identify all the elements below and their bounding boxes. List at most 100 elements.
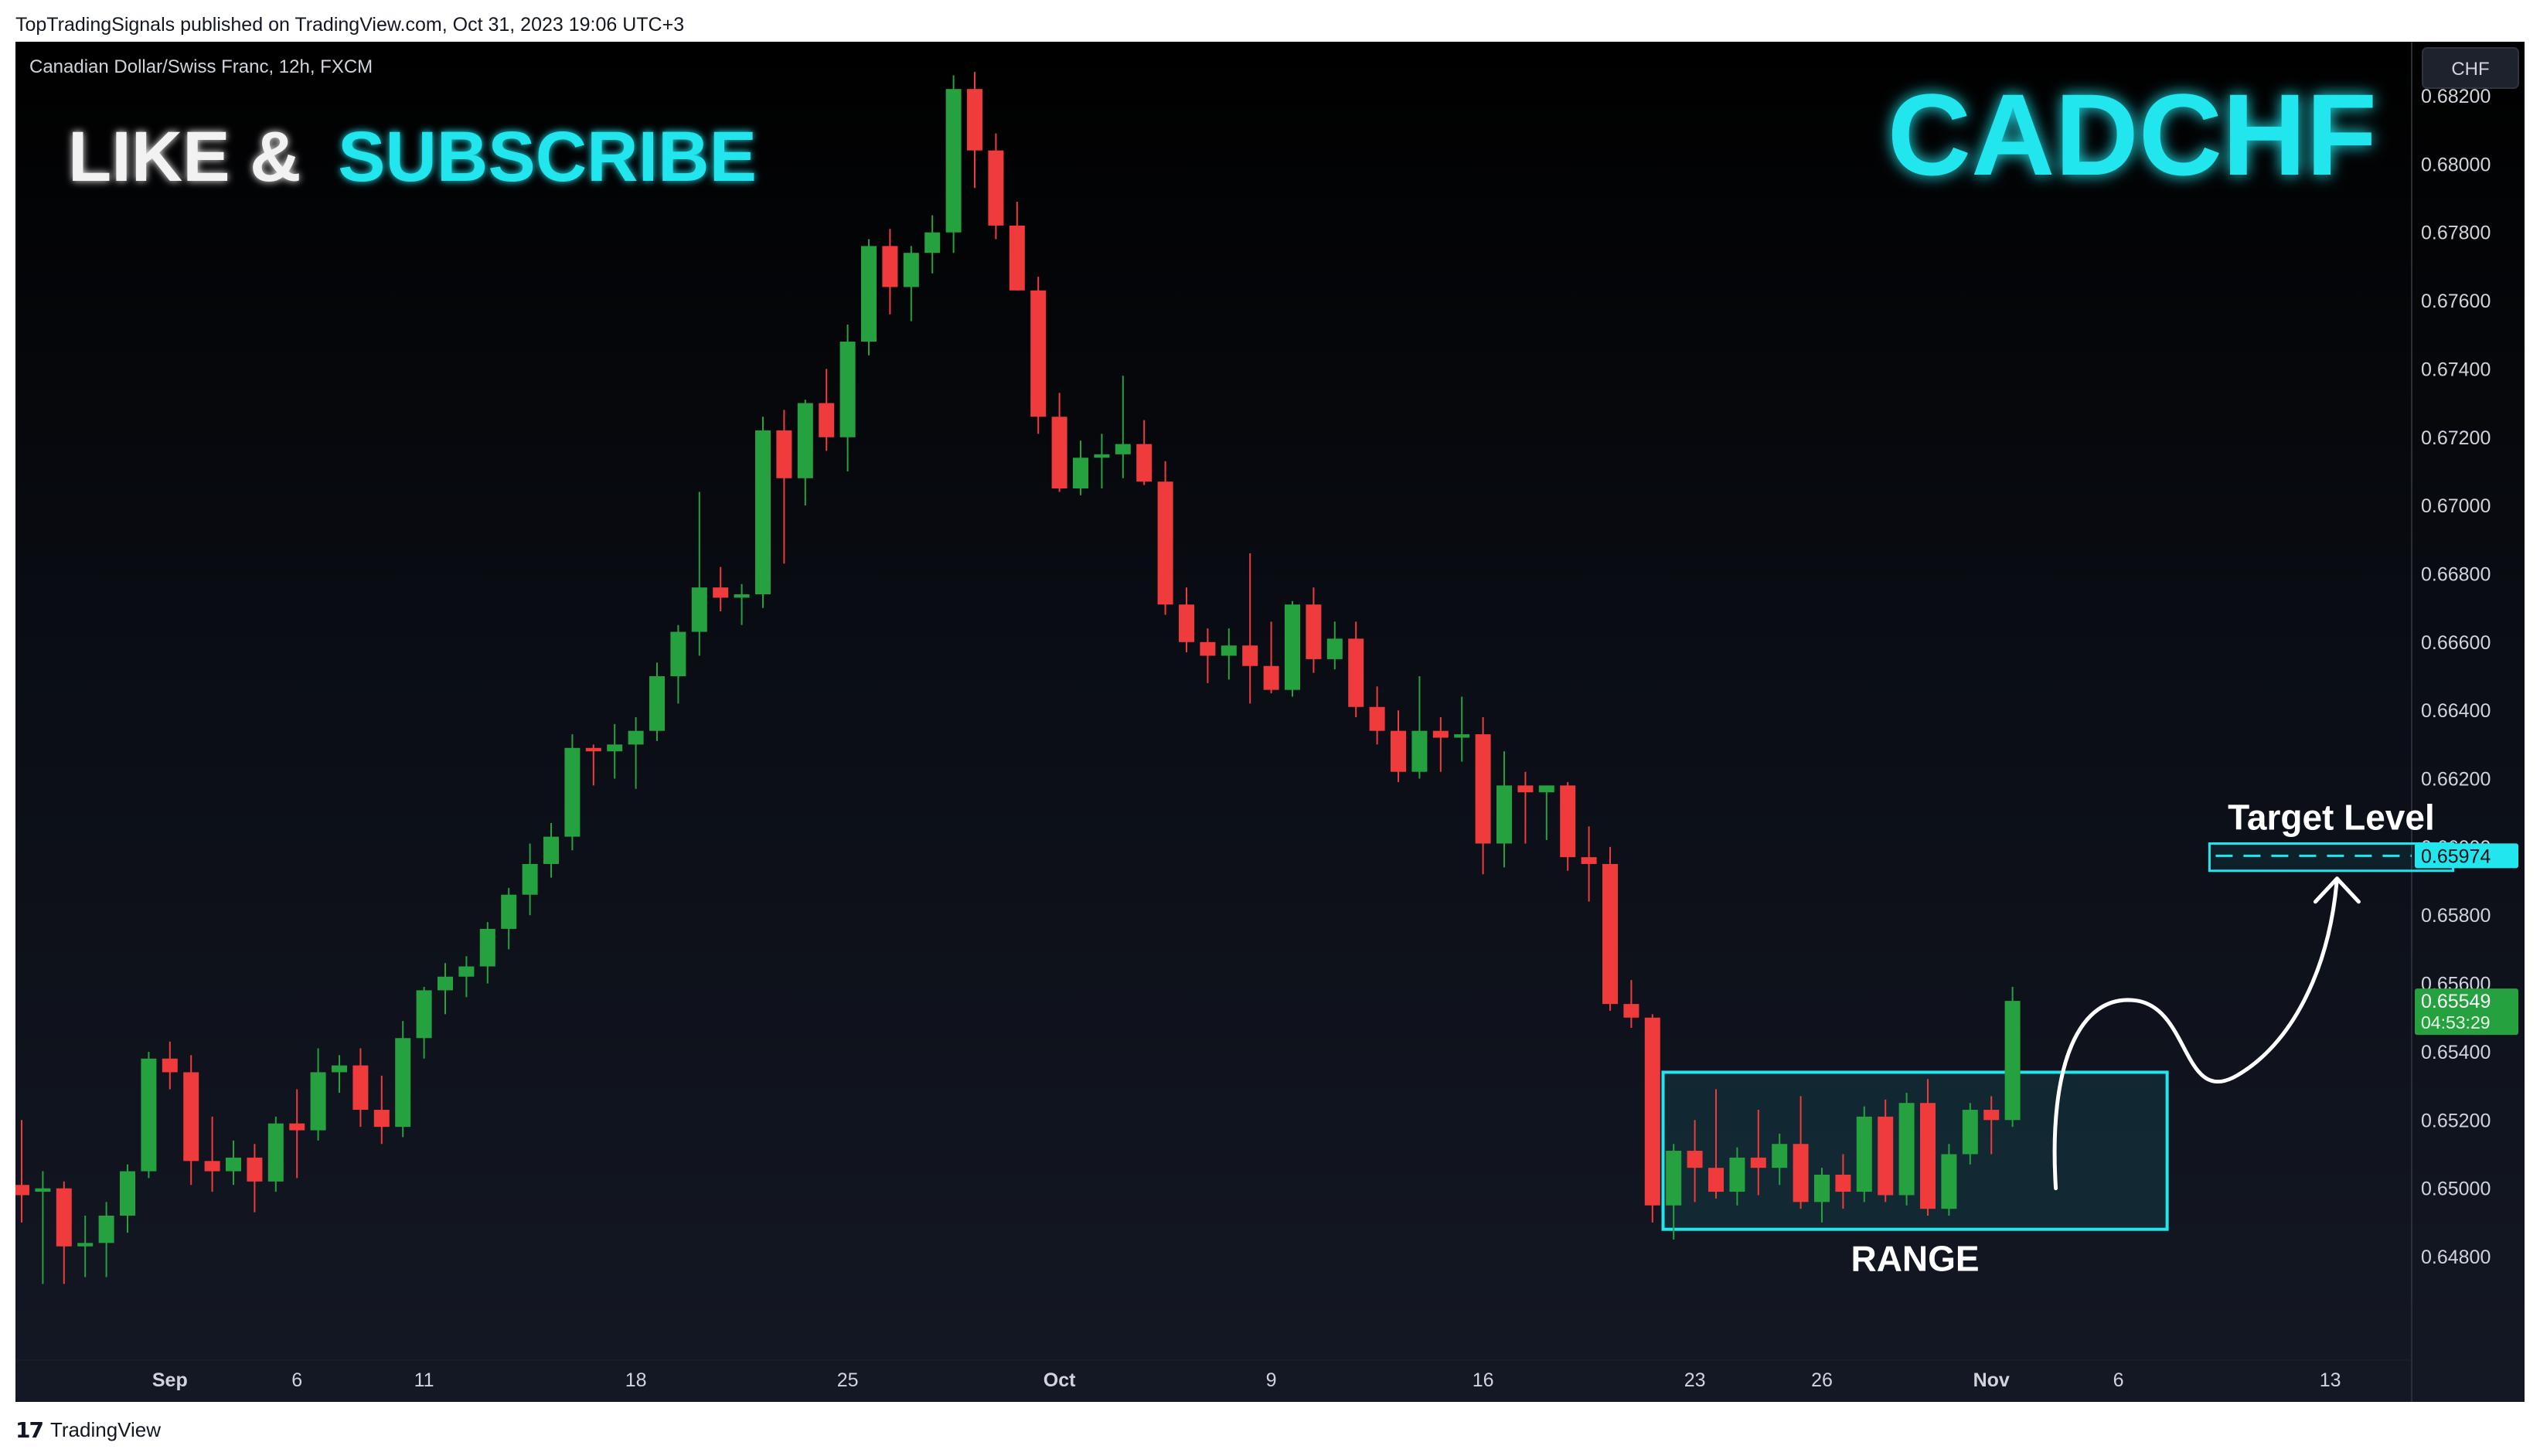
candle-up	[2004, 987, 2021, 1128]
candle-body	[1475, 734, 1491, 844]
y-tick-label: 0.67400	[2421, 359, 2491, 380]
candle-up	[1856, 1106, 1872, 1203]
candle-down	[1644, 1014, 1660, 1223]
candle-up	[1411, 676, 1428, 779]
candle-body	[1687, 1151, 1703, 1169]
footer-brand[interactable]: TradingView	[49, 1417, 162, 1441]
candle-body	[1898, 1103, 1915, 1196]
candle-body	[1326, 638, 1343, 659]
candle-body	[1729, 1157, 1745, 1192]
candle-down	[1179, 587, 1194, 653]
candle-down	[1348, 621, 1364, 718]
candle-up	[1729, 1147, 1745, 1206]
x-tick-label: 26	[1811, 1369, 1833, 1391]
candle-body	[1094, 454, 1110, 458]
x-tick-label: 13	[2320, 1369, 2341, 1391]
candle-up	[861, 239, 877, 355]
candlestick-chart[interactable]: 0.68200 0.68000 0.67800 0.67600 0.67400 0.672…	[14, 42, 2525, 1402]
y-tick-label: 0.65200	[2421, 1110, 2491, 1131]
candle-body	[819, 403, 835, 437]
candle-up	[1285, 600, 1300, 697]
candle-up	[1221, 628, 1237, 680]
target-level-label: Target Level	[2228, 797, 2435, 837]
candle-down	[1835, 1154, 1851, 1209]
x-tick-label: Oct	[1044, 1369, 1076, 1391]
candle-body	[1051, 417, 1067, 489]
candle-up	[564, 734, 581, 851]
candle-down	[1306, 587, 1322, 673]
y-tick-label: 0.66600	[2421, 632, 2491, 654]
projection-arrow-path	[2052, 876, 2339, 1191]
y-tick-label: 0.66800	[2421, 563, 2491, 585]
y-tick-label: 0.66200	[2421, 769, 2491, 791]
candle-body	[1432, 730, 1449, 738]
candle-body	[649, 676, 665, 731]
candle-up	[543, 822, 559, 878]
candle-up	[607, 723, 623, 779]
candle-body	[1941, 1154, 1957, 1209]
candle-down	[1602, 846, 1618, 1011]
candle-body	[458, 966, 475, 977]
candle-down	[247, 1144, 263, 1213]
candle-body	[1983, 1110, 2000, 1121]
candle-up	[1666, 1144, 1682, 1240]
candle-down	[585, 744, 601, 786]
candle-body	[1708, 1168, 1724, 1192]
candle-up	[1772, 1133, 1788, 1186]
promo-like: LIKE &	[68, 117, 301, 196]
countdown-tag-text: 04:53:29	[2421, 1012, 2491, 1032]
promo-like-text: LIKE & SUBSCRIBE	[68, 117, 757, 196]
candle-up	[628, 717, 644, 789]
candle-body	[1517, 785, 1534, 793]
chart-area[interactable]: 0.68200 0.68000 0.67800 0.67600 0.67400 0.672…	[14, 42, 2525, 1402]
candle-up	[1073, 441, 1088, 495]
arrow-head-icon	[2313, 876, 2361, 904]
candle-body	[438, 976, 453, 991]
currency-button-label: CHF	[2451, 59, 2489, 80]
candle-up	[1962, 1103, 1978, 1165]
range-label: RANGE	[1851, 1239, 1979, 1279]
candles-group	[14, 72, 2021, 1284]
currency-button[interactable]: CHF	[2422, 47, 2519, 89]
candle-up	[1898, 1092, 1915, 1206]
candle-down	[1030, 277, 1047, 434]
y-tick-label: 0.67800	[2421, 223, 2491, 244]
candle-body	[797, 403, 813, 478]
candle-up	[395, 1021, 411, 1138]
y-tick-label: 0.65800	[2421, 905, 2491, 927]
candle-body	[607, 744, 623, 752]
candle-down	[713, 566, 729, 612]
candle-body	[1009, 225, 1025, 291]
candle-down	[1560, 781, 1576, 871]
footer: 17 TradingView	[15, 1414, 161, 1445]
price-axis[interactable]: 0.68200 0.68000 0.67800 0.67600 0.67400 0.672…	[2421, 86, 2491, 1268]
target-price-tag-text: 0.65974	[2421, 845, 2491, 867]
candle-up	[945, 75, 962, 253]
x-tick-label: 11	[414, 1369, 434, 1391]
candle-down	[1242, 553, 1258, 704]
tradingview-logo-icon[interactable]: 17	[15, 1417, 44, 1443]
range-box[interactable]	[1661, 1070, 2169, 1231]
candle-up	[1454, 696, 1470, 762]
candle-up	[226, 1140, 241, 1186]
candle-body	[924, 232, 941, 253]
candle-up	[267, 1116, 284, 1192]
candle-body	[945, 89, 962, 233]
candle-body	[988, 150, 1004, 226]
candle-body	[861, 246, 877, 342]
candle-down	[1517, 771, 1534, 844]
candle-up	[416, 987, 432, 1059]
time-axis[interactable]: Sep 6 11 18 25 Oct 9 16 23 26 Nov 6 13	[152, 1369, 2341, 1391]
x-tick-label: 6	[2113, 1369, 2124, 1391]
candle-body	[1411, 730, 1428, 772]
candle-down	[204, 1116, 220, 1192]
candle-body	[1285, 604, 1300, 690]
y-tick-label: 0.67600	[2421, 291, 2491, 312]
target-level-box[interactable]	[2208, 842, 2455, 873]
candle-up	[797, 400, 813, 506]
candle-body	[1793, 1144, 1809, 1203]
candle-up	[1094, 434, 1110, 489]
x-tick-label: Nov	[1973, 1369, 2010, 1391]
y-tick-label: 0.67000	[2421, 495, 2491, 517]
candle-down	[289, 1089, 305, 1179]
